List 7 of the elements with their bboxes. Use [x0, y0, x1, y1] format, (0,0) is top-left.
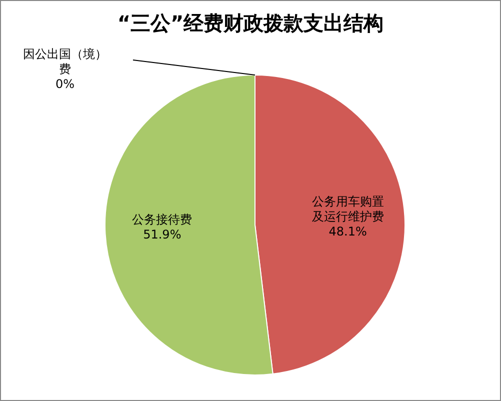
data-label: 48.1% [328, 224, 367, 238]
chart-title: “三公”经费财政拨款支出结构 [117, 11, 384, 35]
data-label: 51.9% [143, 228, 182, 242]
slice-label: 公务用车购置及运行维护费 [312, 194, 384, 224]
category-label: 因公出国（境）费 [23, 47, 107, 76]
slice-label: 公务接待费 [132, 212, 192, 227]
text: 0% [55, 77, 75, 91]
